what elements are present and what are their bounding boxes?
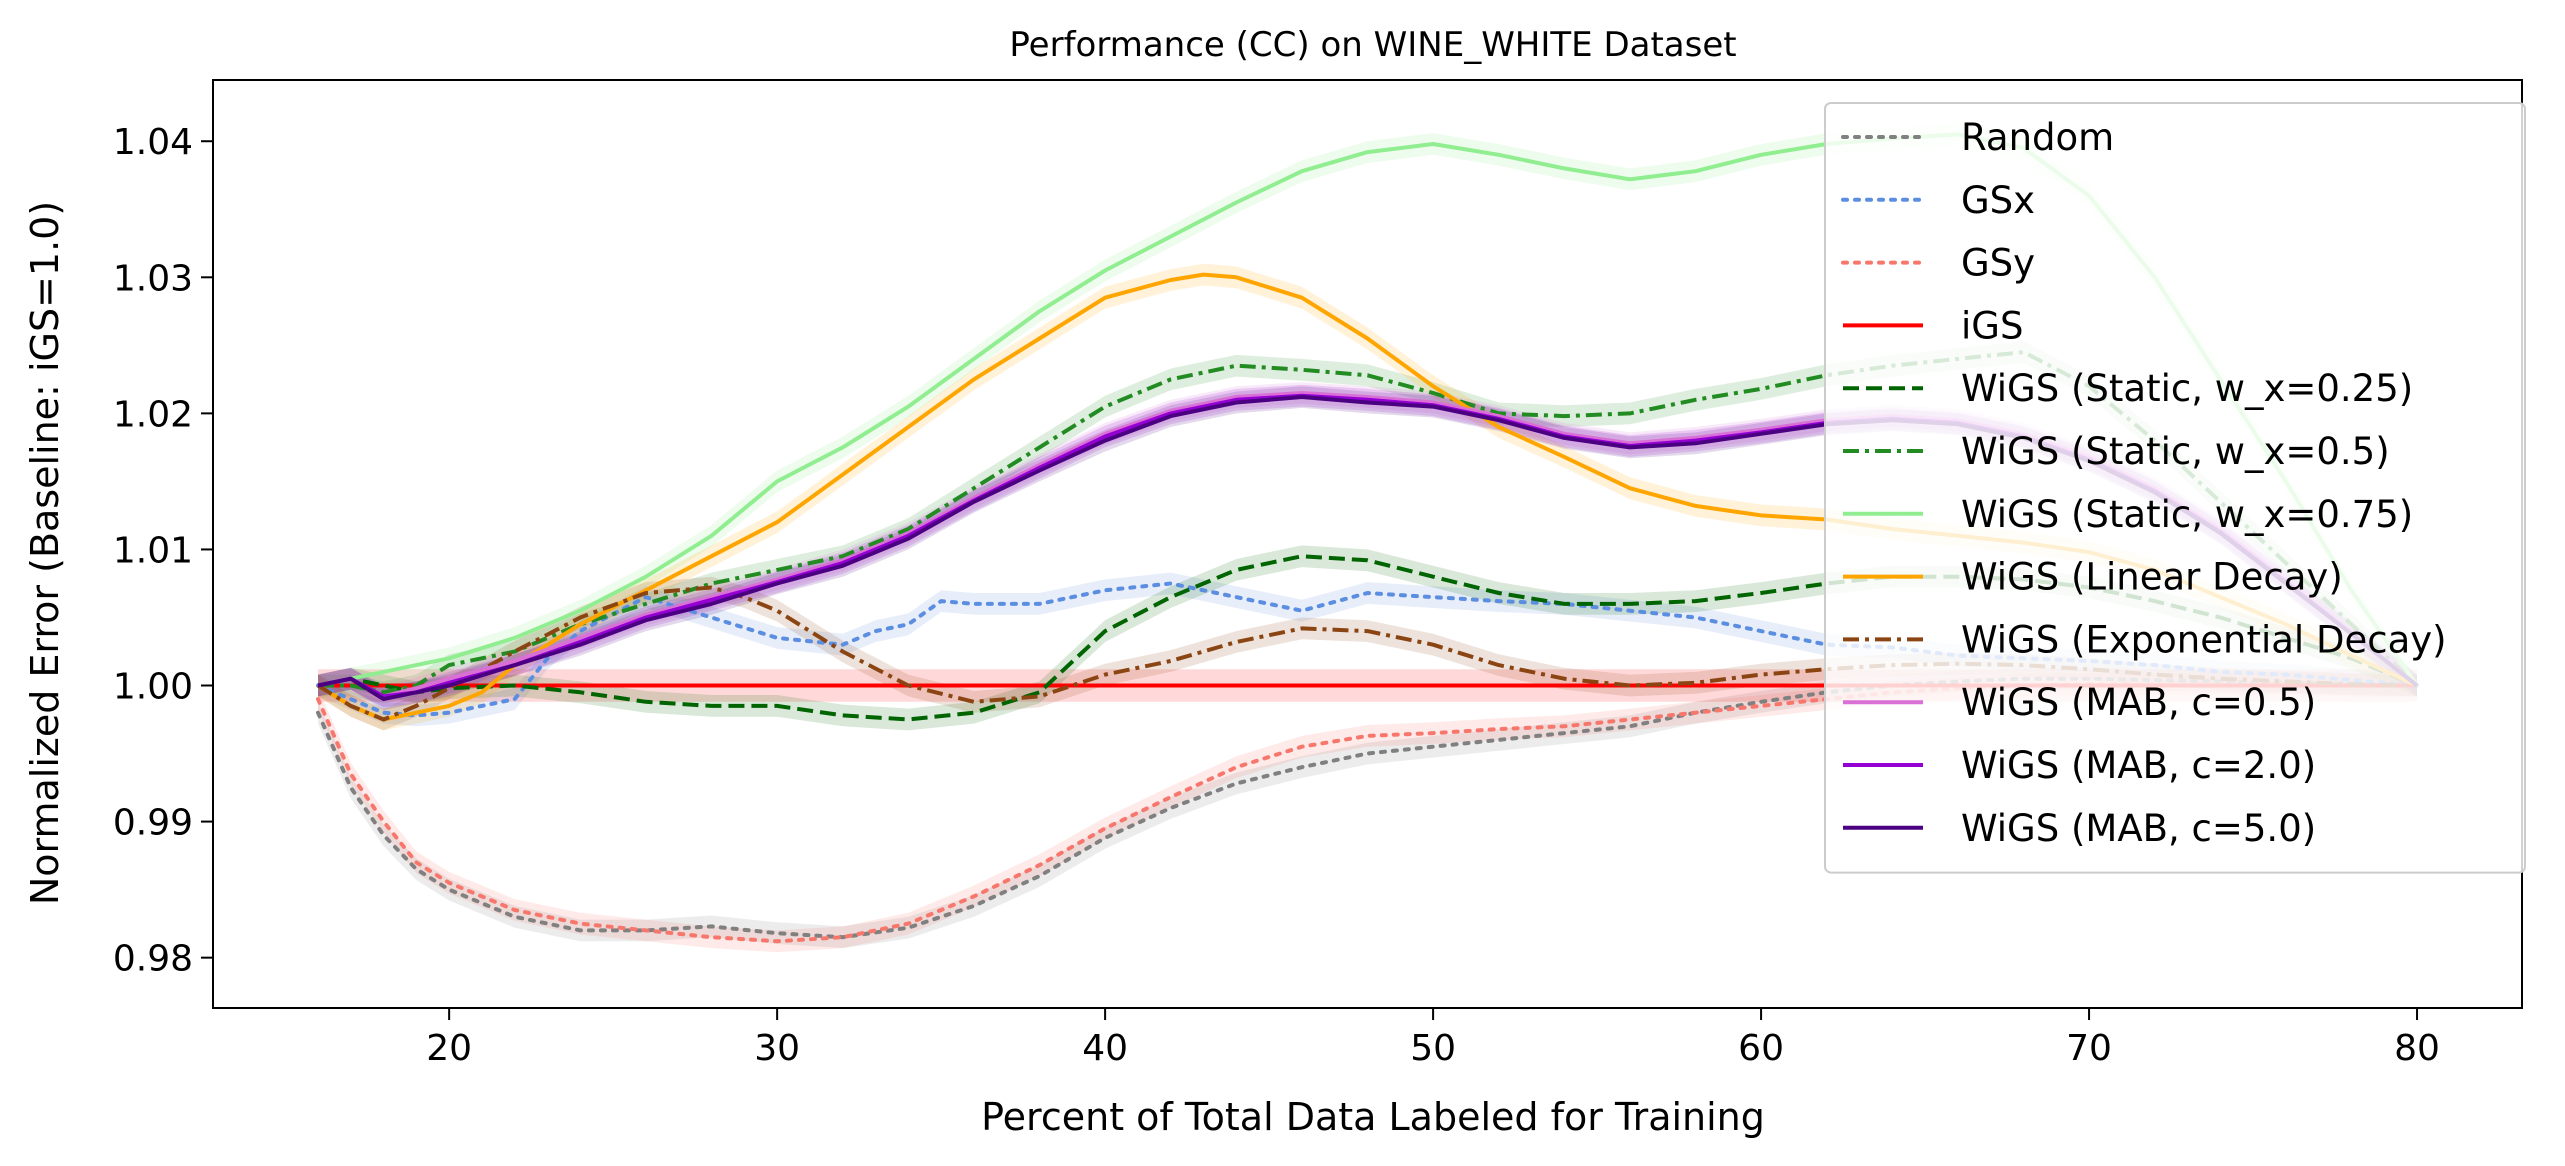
series-band: [318, 673, 2417, 953]
x-tick-label: 20: [426, 1028, 472, 1069]
y-tick-label: 1.03: [113, 258, 193, 299]
legend-entry: WiGS (MAB, c=0.5): [1961, 681, 2316, 724]
legend-entry: Random: [1961, 116, 2114, 159]
legend-entry: WiGS (Exponential Decay): [1961, 618, 2447, 661]
y-tick-label: 1.00: [113, 667, 193, 708]
x-tick-label: 60: [1738, 1028, 1784, 1069]
y-tick-label: 1.01: [113, 530, 193, 571]
y-tick-label: 0.98: [113, 939, 193, 980]
x-axis-label: Percent of Total Data Labeled for Traini…: [981, 1095, 1765, 1139]
x-tick-label: 50: [1410, 1028, 1456, 1069]
x-tick-label: 70: [2066, 1028, 2112, 1069]
legend-entry: WiGS (MAB, c=2.0): [1961, 744, 2316, 787]
legend-box: [1824, 102, 2526, 874]
x-tick-label: 80: [2394, 1028, 2440, 1069]
series-line: [316, 676, 2419, 940]
series-band: [318, 667, 2417, 949]
x-tick-label: 30: [754, 1028, 800, 1069]
x-axis-ticks: 20 30 40 50 60 70 80: [426, 1008, 2440, 1069]
legend-entry: WiGS (Linear Decay): [1961, 556, 2343, 599]
legend-entry: WiGS (Static, w_x=0.5): [1961, 430, 2390, 473]
legend-entry: GSy: [1961, 242, 2035, 285]
chart-title: Performance (CC) on WINE_WHITE Dataset: [1009, 25, 1736, 65]
x-tick-label: 40: [1082, 1028, 1128, 1069]
y-axis-label: Normalized Error (Baseline: iGS=1.0): [23, 201, 67, 905]
legend-entry: WiGS (Static, w_x=0.25): [1961, 367, 2413, 410]
y-tick-label: 1.04: [113, 122, 193, 163]
legend-entry: iGS: [1961, 304, 2023, 347]
legend-entry: GSx: [1961, 179, 2035, 222]
y-axis-ticks: 0.98 0.99 1.00 1.01 1.02 1.03 1.04: [113, 122, 213, 980]
legend-entry: WiGS (MAB, c=5.0): [1961, 807, 2316, 850]
legend: Random GSx GSy iGS WiGS (Static, w_x=0.25) Wi…: [1824, 102, 2526, 874]
legend-entry: WiGS (Static, w_x=0.75): [1961, 493, 2413, 536]
y-tick-label: 1.02: [113, 394, 193, 435]
y-tick-label: 0.99: [113, 803, 193, 844]
series-band: [318, 123, 2417, 697]
